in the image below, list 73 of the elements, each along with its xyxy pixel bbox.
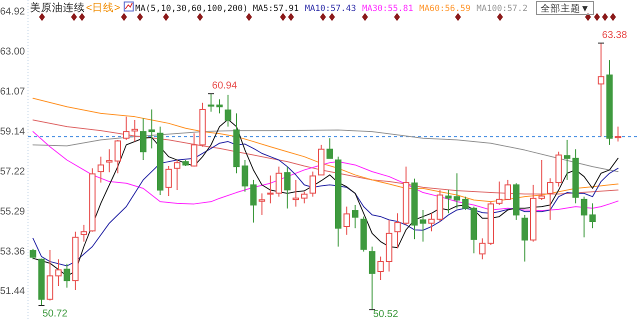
candlestick xyxy=(445,189,452,214)
y-tick-label: 64.92 xyxy=(0,6,26,18)
candlestick xyxy=(420,209,426,242)
y-tick-label: 63.00 xyxy=(0,46,26,58)
candlestick xyxy=(292,179,300,208)
annotation: 50.52 xyxy=(373,309,399,320)
candlestick xyxy=(123,116,130,140)
y-tick-label: 55.29 xyxy=(0,206,26,218)
candlestick xyxy=(284,166,291,209)
line-series xyxy=(32,120,618,194)
candlestick xyxy=(301,191,308,204)
annotation: 60.94 xyxy=(212,80,238,92)
candlestick xyxy=(504,179,511,200)
candlestick xyxy=(462,196,469,210)
candlestick xyxy=(132,120,138,142)
candlestick xyxy=(106,148,113,173)
candlestick xyxy=(310,171,316,198)
line-series xyxy=(32,129,618,172)
chart-title: 美原油连续 xyxy=(30,1,85,14)
candlestick xyxy=(30,248,36,260)
y-tick-label: 59.14 xyxy=(0,126,26,138)
candlestick xyxy=(276,166,282,198)
candlestick xyxy=(98,156,104,184)
candlestick xyxy=(46,249,54,302)
candlestick xyxy=(216,98,223,114)
annotation: 63.38 xyxy=(602,30,628,42)
y-tick-label: 53.36 xyxy=(0,246,26,258)
chart-subtitle: <日线> xyxy=(86,1,120,14)
y-tick-label: 61.07 xyxy=(0,86,26,98)
line-series xyxy=(32,131,618,212)
candlestick xyxy=(148,108,155,149)
candlestick xyxy=(546,178,554,220)
annotation: MA(5,10,30,60,100,200) xyxy=(135,4,248,14)
y-tick-label: 51.44 xyxy=(0,286,26,298)
candlestick xyxy=(64,263,70,288)
candlestick xyxy=(208,93,214,112)
candlestick xyxy=(55,258,62,287)
annotation: 50.72 xyxy=(42,308,68,320)
candlestick xyxy=(224,94,232,128)
candlestick xyxy=(343,206,350,236)
candlestick xyxy=(140,118,146,160)
candlestick xyxy=(479,238,486,260)
candlestick xyxy=(352,204,358,229)
annotation: 全部主题▼ xyxy=(540,2,590,14)
candlestick xyxy=(614,126,622,142)
candlestick xyxy=(368,246,376,310)
candlestick xyxy=(496,181,503,206)
text: MA10:57.43 xyxy=(304,4,356,14)
candlestick xyxy=(267,175,274,204)
line-series xyxy=(32,98,618,202)
candlestick xyxy=(250,179,257,224)
text: MA100:57.2 xyxy=(476,4,528,14)
candlestick xyxy=(522,214,528,262)
text: MA30:55.81 xyxy=(362,4,414,14)
candlestick xyxy=(589,202,596,229)
candlestick xyxy=(190,132,198,168)
candlestick xyxy=(580,196,588,238)
candlestick xyxy=(394,212,401,249)
candlestick xyxy=(564,139,570,180)
candlestick xyxy=(538,160,545,200)
candlestick xyxy=(598,42,604,138)
candlestick xyxy=(114,139,121,174)
candlestick xyxy=(165,166,172,197)
candlestick xyxy=(174,160,180,191)
y-tick-label: 57.22 xyxy=(0,166,26,178)
candlestick xyxy=(242,160,248,192)
candlestick xyxy=(377,256,384,280)
text: MA5:57.91 xyxy=(252,4,299,14)
candlestick xyxy=(326,138,333,159)
line-series xyxy=(32,141,618,266)
candlestick xyxy=(80,224,88,242)
candlestick xyxy=(454,172,460,209)
text: MA60:56.59 xyxy=(419,4,470,14)
